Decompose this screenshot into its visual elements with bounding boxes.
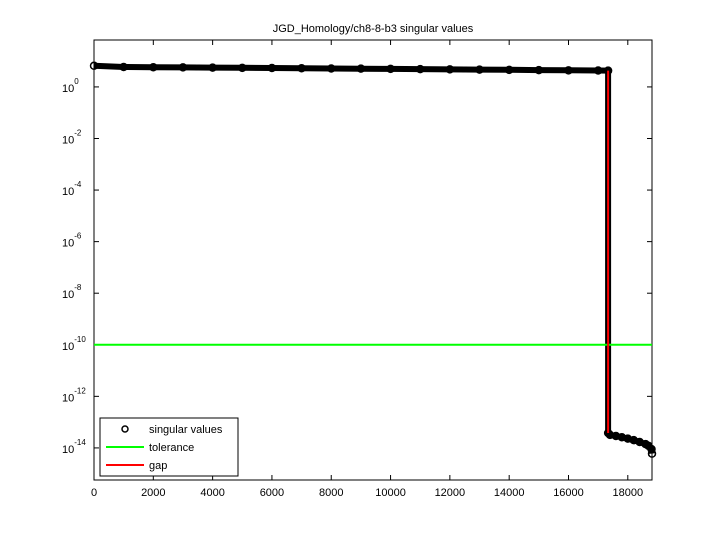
y-tick-label: 10-10 [62,335,86,353]
data-point [504,65,514,75]
y-tick-exponent: 0 [74,77,79,86]
data-point [475,65,484,74]
y-tick-base: 10 [62,341,74,353]
legend-marker [121,425,129,433]
data-point [119,62,128,72]
data-point [208,63,217,72]
data-point [534,65,544,75]
y-tick-exponent: -8 [74,283,82,292]
data-point [297,63,306,73]
x-tick-label: 18000 [613,487,644,499]
y-tick-label: 10-12 [62,386,86,404]
x-tick-label: 16000 [553,487,584,499]
y-tick-base: 10 [62,238,74,250]
data-point [356,64,366,73]
y-tick-base: 10 [62,134,74,146]
y-tick-exponent: -14 [74,438,86,447]
y-tick-exponent: -6 [74,232,82,241]
chart-title: JGD_Homology/ch8-8-b3 singular values [273,23,474,35]
y-tick-base: 10 [62,83,74,95]
data-point [149,62,158,72]
data-point [647,449,657,458]
data-point [564,66,573,75]
y-tick-base: 10 [62,186,74,198]
data-point [267,63,277,73]
data-point [605,430,615,440]
legend-label: tolerance [149,442,194,454]
data-point [386,64,395,74]
data-point [326,64,336,73]
data-point [89,61,99,71]
x-tick-label: 4000 [200,487,224,499]
y-tick-base: 10 [62,392,74,404]
y-tick-label: 10-6 [62,232,82,250]
y-tick-label: 10-8 [62,283,82,301]
x-tick-label: 10000 [375,487,406,499]
data-point [415,64,425,74]
data-point [611,431,621,441]
data-point [178,63,188,72]
data-point [593,66,603,75]
x-tick-label: 0 [91,487,97,499]
y-tick-exponent: -4 [74,180,82,189]
x-tick-label: 12000 [435,487,466,499]
x-tick-label: 14000 [494,487,525,499]
y-tick-exponent: -10 [74,335,86,344]
x-tick-label: 6000 [260,487,284,499]
data-point [617,432,627,442]
legend-label: singular values [149,424,223,436]
y-tick-label: 10-2 [62,129,82,147]
x-tick-label: 8000 [319,487,343,499]
legend-label: gap [149,460,167,472]
y-tick-exponent: -12 [74,386,86,395]
y-tick-label: 100 [62,77,79,95]
y-tick-base: 10 [62,444,74,456]
y-tick-exponent: -2 [74,129,82,138]
plot-area [93,39,653,481]
series-trace [93,62,655,454]
data-point [445,65,455,74]
y-tick-label: 10-14 [62,438,86,456]
data-point [647,444,656,454]
data-point [238,63,247,73]
x-tick-label: 2000 [141,487,165,499]
y-tick-label: 10-4 [62,180,82,198]
y-tick-base: 10 [62,289,74,301]
